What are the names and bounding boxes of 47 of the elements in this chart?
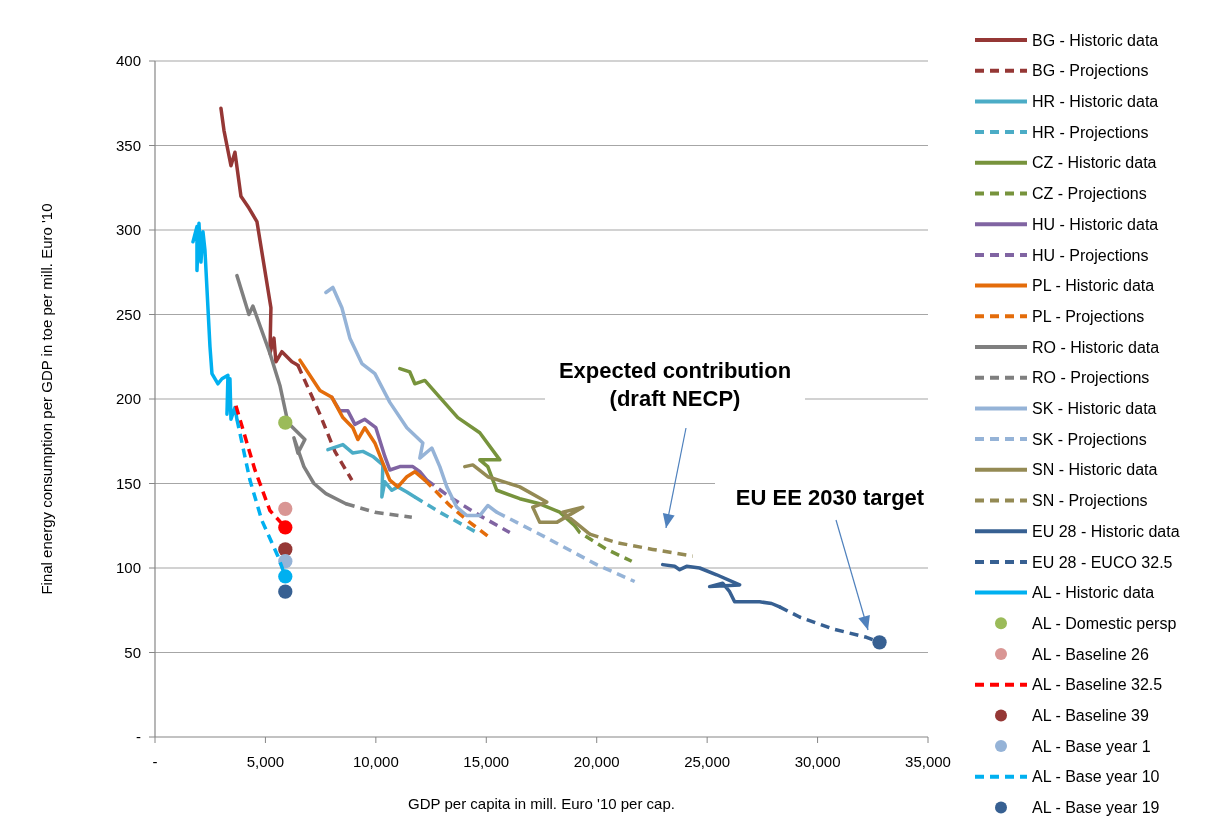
legend-label: AL - Baseline 26 [1032, 645, 1149, 663]
legend-label: RO - Projections [1032, 369, 1150, 387]
legend-label: HU - Historic data [1032, 215, 1159, 233]
legend-label: PL - Projections [1032, 307, 1145, 325]
legend-label: SN - Projections [1032, 492, 1148, 510]
x-tick-label: 20,000 [573, 753, 620, 770]
legend-label: EU 28 - Historic data [1032, 522, 1180, 540]
y-tick-label: 300 [115, 221, 141, 239]
y-tick-label: 350 [115, 136, 141, 154]
legend-label: AL - Baseline 32.5 [1032, 676, 1163, 694]
legend-label: BG - Historic data [1032, 31, 1159, 49]
legend-label: HU - Projections [1032, 246, 1149, 264]
x-tick-label: 5,000 [246, 753, 285, 770]
y-tick-label: 400 [115, 52, 141, 70]
legend-label: AL - Baseline 39 [1032, 707, 1149, 724]
x-tick-label: 30,000 [794, 753, 841, 770]
legend-label: CZ - Historic data [1032, 154, 1157, 172]
annotation: Expected contribution (draft NECP) [558, 358, 792, 411]
legend-label: CZ - Projections [1032, 185, 1147, 203]
legend-label: SN - Historic data [1032, 461, 1158, 479]
y-tick-label: 150 [115, 474, 141, 492]
legend-label: BG - Projections [1032, 62, 1149, 80]
y-axis-title: Final energy consumption per GDP in toe per mill. Euro '10 [38, 203, 55, 595]
legend-label: SK - Historic data [1032, 400, 1157, 417]
x-axis-title: GDP per capita in mill. Euro '10 per cap. [408, 795, 675, 812]
legend-label: AL - Base year 10 [1032, 768, 1160, 786]
x-tick-label: - [152, 753, 158, 770]
legend-label: HR - Projections [1032, 123, 1149, 141]
legend-label: AL - Historic data [1032, 584, 1155, 602]
annotation: EU EE 2030 target [735, 485, 925, 510]
x-tick-label: 25,000 [684, 753, 731, 770]
y-tick-label: 200 [115, 390, 141, 408]
y-tick-label: 100 [115, 559, 141, 577]
legend-label: HR - Historic data [1032, 93, 1159, 110]
x-tick-label: 15,000 [463, 753, 510, 770]
y-tick-label: 50 [124, 643, 141, 661]
y-tick-label: 250 [115, 305, 141, 323]
x-tick-label: 10,000 [352, 753, 399, 770]
x-tick-label: 35,000 [905, 753, 951, 770]
legend-label: AL - Domestic persp [1032, 614, 1177, 632]
legend-label: RO - Historic data [1032, 338, 1160, 356]
y-tick-label: - [136, 728, 141, 746]
legend-label: SK - Projections [1032, 430, 1147, 448]
legend-label: PL - Historic data [1032, 277, 1155, 295]
legend-label: AL - Base year 1 [1032, 737, 1151, 755]
legend-label: EU 28 - EUCO 32.5 [1032, 553, 1173, 571]
legend-label: AL - Base year 19 [1032, 799, 1160, 817]
